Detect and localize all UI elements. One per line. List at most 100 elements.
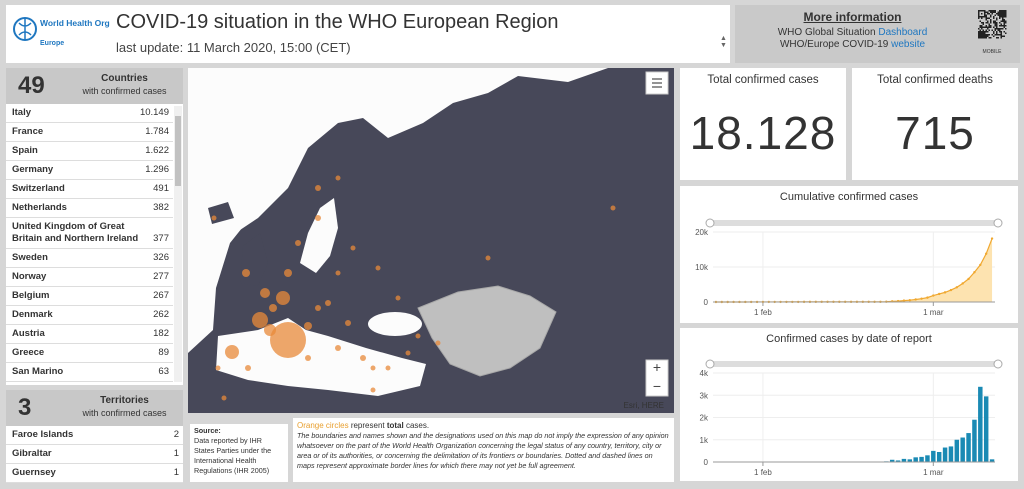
list-row[interactable]: Greece 89 [6,344,173,363]
qr-cell [990,11,992,13]
qr-cell [985,22,987,24]
row-name: Belgium [12,290,50,301]
row-value: 89 [158,347,169,358]
qr-cell [988,25,990,27]
list-row[interactable]: Sweden 326 [6,249,173,268]
row-name: Faroe Islands [12,429,74,440]
zoom-buttons[interactable] [645,359,669,397]
slider-handle[interactable] [705,218,715,228]
qr-cell [999,11,1001,13]
qr-cell [982,22,984,24]
qr-cell [1003,10,1005,12]
x-tick-label: 1 mar [923,308,944,317]
list-row[interactable]: Switzerland 491 [6,180,173,199]
bar [895,460,901,462]
qr-cell [1002,19,1004,21]
slider-handle[interactable] [993,359,1003,369]
case-circle [225,345,239,359]
list-row[interactable]: Denmark 262 [6,306,173,325]
qr-cell [999,34,1001,36]
list-row[interactable]: France 1.784 [6,123,173,142]
list-row[interactable]: Germany 1.296 [6,161,173,180]
qr-cell [981,22,983,24]
bar [978,386,983,462]
row-value: 1.622 [145,145,169,156]
info-link[interactable]: website [891,39,926,50]
note-bold: total [386,421,404,430]
case-circle [276,291,290,305]
qr-cell [993,26,995,28]
range-slider[interactable] [710,361,998,367]
logo-region: Europe [40,40,64,47]
qr-cell [979,25,981,27]
case-circle [315,185,321,191]
list-row[interactable]: Austria 182 [6,325,173,344]
qr-cell [982,29,984,31]
qr-cell [991,11,993,13]
case-circle [305,355,311,361]
list-row[interactable]: Belgium 267 [6,287,173,306]
qr-cell [1003,16,1005,18]
qr-cell [994,10,996,12]
zoom-in[interactable]: + [653,359,661,375]
slider-handle[interactable] [993,218,1003,228]
list-row[interactable]: Netherlands 382 [6,199,173,218]
qr-cell [1005,10,1007,12]
map[interactable]: + − Esri, HERE [188,68,674,413]
qr-cell [993,17,995,19]
list-row[interactable]: United Kingdom of Great Britain and Nort… [6,218,173,249]
qr-cell [1000,32,1002,34]
qr-code[interactable]: MOBILE [977,9,1007,47]
scroll-arrows[interactable]: ▲ ▼ [720,35,727,49]
qr-cell [987,31,989,33]
range-slider[interactable] [710,220,998,226]
territory-list[interactable]: Faroe Islands 2 Gibraltar 1 Guernsey 1 [6,426,183,483]
qr-cell [999,14,1001,16]
case-circle [252,312,268,328]
disclaimer: The boundaries and names shown and the d… [297,431,669,470]
chart-title: Cumulative confirmed cases [780,191,919,203]
qr-cell [993,16,995,18]
case-circle [335,175,341,181]
point [973,271,976,274]
list-row[interactable]: Faroe Islands 2 [6,426,183,445]
count-sublabel: with confirmed cases [82,86,167,96]
qr-cell [1000,23,1002,25]
list-row[interactable]: Italy 10.149 [6,104,173,123]
qr-cell [994,29,996,31]
row-name: Italy [12,107,32,118]
scrollbar[interactable] [174,106,182,382]
case-circle [245,365,251,371]
qr-cell [1003,35,1005,37]
country-list[interactable]: Italy 10.149 France 1.784 Spain 1.622 Germany 1… [6,104,173,385]
qr-cell [993,32,995,34]
qr-cell [1005,16,1007,18]
qr-cell [1003,22,1005,24]
list-row[interactable]: Czech Republic61 [6,382,173,385]
bar [960,437,965,462]
zoom-out[interactable]: − [653,378,661,394]
row-name: Sweden [12,252,48,263]
row-name: United Kingdom of Great Britain and Nort… [12,221,139,244]
case-circle [370,387,376,393]
qr-cell [1000,20,1002,22]
case-circle [325,300,331,306]
list-row[interactable]: Guernsey 1 [6,464,183,483]
qr-cell [1002,10,1004,12]
list-row[interactable]: Spain 1.622 [6,142,173,161]
bar [907,459,913,462]
list-row[interactable]: Gibraltar 1 [6,445,183,464]
note-text: represent [350,421,385,430]
list-row[interactable]: San Marino 63 [6,363,173,382]
y-tick-label: 2k [700,414,709,423]
qr-cell [985,34,987,36]
list-row[interactable]: Norway 277 [6,268,173,287]
info-link[interactable]: Dashboard [878,27,928,38]
qr-cell [1002,20,1004,22]
qr-cell [981,13,983,15]
kpi-value: 715 [895,107,975,159]
case-circle [405,350,411,356]
point [984,252,988,255]
qr-cell [1002,25,1004,27]
slider-handle[interactable] [705,359,715,369]
